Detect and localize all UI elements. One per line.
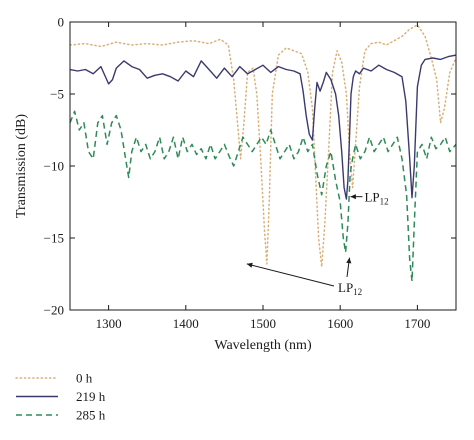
y-tick-label: −20 — [44, 303, 64, 318]
x-tick-label: 1600 — [327, 316, 353, 331]
y-tick-label: −15 — [44, 231, 64, 246]
series-line-2 — [70, 110, 456, 282]
legend: 0 h 219 h 285 h — [15, 371, 106, 423]
annotation-label-1: LP12 — [338, 280, 362, 297]
x-tick-label: 1500 — [250, 316, 276, 331]
y-tick-label: 0 — [58, 15, 65, 30]
series-line-0 — [70, 24, 456, 268]
annotation-arrow-0-head — [350, 194, 356, 200]
legend-label-1: 219 h — [76, 389, 106, 404]
legend-label-2: 285 h — [76, 408, 106, 423]
y-tick-label: −5 — [50, 87, 64, 102]
annotation-arrow-1a-head — [246, 262, 253, 268]
y-axis-label: Transmission (dB) — [14, 114, 29, 218]
series-line-1 — [70, 54, 456, 200]
x-axis-label: Wavelength (nm) — [214, 338, 312, 353]
axis-ticks: 1300 1400 1500 1600 1700 0 −5 −10 −15 −20 — [44, 15, 456, 331]
series-layer — [70, 24, 456, 282]
legend-label-0: 0 h — [76, 371, 93, 386]
y-tick-label: −10 — [44, 159, 64, 174]
annotation-arrow-1b-head — [346, 257, 352, 264]
x-tick-label: 1700 — [404, 316, 430, 331]
x-tick-label: 1300 — [96, 316, 122, 331]
x-tick-label: 1400 — [173, 316, 199, 331]
annotation-label-0: LP12 — [364, 190, 388, 207]
annotation-arrow-1a — [246, 263, 335, 287]
